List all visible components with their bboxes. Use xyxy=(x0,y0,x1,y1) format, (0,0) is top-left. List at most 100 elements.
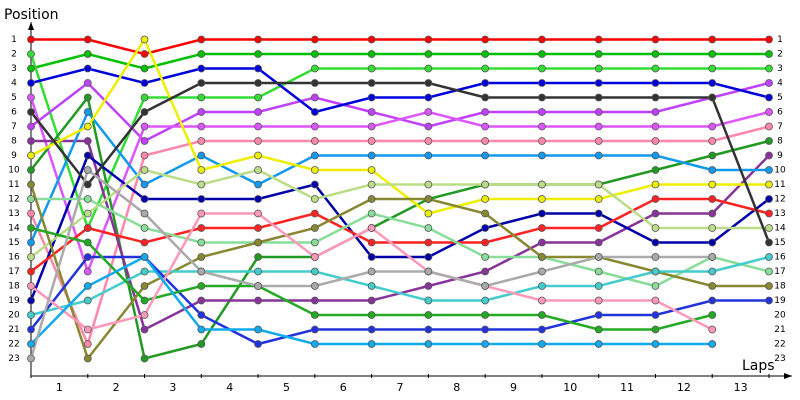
point xyxy=(197,282,206,290)
point xyxy=(27,122,35,131)
point xyxy=(27,79,35,87)
series-line xyxy=(29,53,769,232)
point xyxy=(594,325,603,334)
point xyxy=(708,340,717,348)
point xyxy=(310,180,319,189)
point xyxy=(140,180,149,189)
point xyxy=(708,267,717,276)
series-line xyxy=(30,168,769,258)
y-tick-label: 22 xyxy=(8,340,19,350)
point xyxy=(254,64,262,73)
point xyxy=(367,267,376,276)
y-tick-label-right: 6 xyxy=(777,108,783,118)
point xyxy=(197,151,206,160)
point xyxy=(27,224,35,232)
point xyxy=(708,311,717,319)
point xyxy=(765,93,773,102)
point xyxy=(83,224,92,232)
point xyxy=(197,93,206,102)
point xyxy=(765,253,773,261)
point xyxy=(310,238,319,247)
point xyxy=(27,253,35,261)
point xyxy=(310,64,319,73)
point xyxy=(367,122,376,131)
point xyxy=(765,35,773,44)
y-tick-label: 11 xyxy=(8,180,19,190)
point xyxy=(651,35,660,44)
point xyxy=(140,108,149,116)
point xyxy=(254,93,262,102)
series-line xyxy=(30,36,769,215)
point xyxy=(140,64,149,73)
point xyxy=(140,151,149,160)
point xyxy=(594,108,603,116)
point xyxy=(367,64,376,73)
point xyxy=(310,282,319,290)
point xyxy=(197,296,206,305)
y-tick-label: 16 xyxy=(8,253,20,263)
point xyxy=(254,209,262,218)
series-line xyxy=(29,184,769,362)
point xyxy=(254,224,262,232)
point xyxy=(651,209,660,218)
point xyxy=(367,195,376,203)
point xyxy=(27,166,35,174)
point xyxy=(651,93,660,102)
y-tick-label-right: 16 xyxy=(774,253,786,263)
point xyxy=(140,195,149,203)
point xyxy=(367,93,376,102)
point xyxy=(310,340,319,348)
point xyxy=(424,195,433,203)
y-tick-label: 20 xyxy=(8,311,20,321)
x-tick-label: 11 xyxy=(620,381,634,394)
point xyxy=(254,296,262,305)
point xyxy=(765,224,773,232)
y-tick-label-right: 9 xyxy=(777,151,783,161)
y-tick-label: 13 xyxy=(8,209,19,219)
point xyxy=(651,267,660,276)
point xyxy=(765,108,773,116)
point xyxy=(481,340,490,348)
point xyxy=(197,35,206,44)
point xyxy=(197,50,206,58)
point xyxy=(83,267,92,276)
point xyxy=(27,325,35,334)
point xyxy=(765,180,773,189)
point xyxy=(140,282,149,290)
point xyxy=(538,340,546,348)
x-tick-label: 4 xyxy=(226,381,233,394)
point xyxy=(140,238,149,247)
point xyxy=(765,79,773,87)
point xyxy=(538,209,546,218)
y-tick-label-right: 2 xyxy=(777,50,783,60)
y-tick-label: 9 xyxy=(11,151,17,161)
point xyxy=(538,253,546,261)
point xyxy=(481,238,490,247)
series-line xyxy=(31,197,770,288)
point xyxy=(367,50,376,58)
point xyxy=(197,195,206,203)
point xyxy=(83,50,92,58)
point xyxy=(708,122,717,131)
point xyxy=(140,79,149,87)
point xyxy=(27,267,35,276)
point xyxy=(367,180,376,189)
point xyxy=(254,253,262,261)
point xyxy=(27,296,35,305)
point xyxy=(254,195,262,203)
point xyxy=(538,267,546,276)
point xyxy=(197,238,206,247)
y-tick-label-right: 10 xyxy=(774,166,786,176)
point xyxy=(197,224,206,232)
y-tick-label-right: 12 xyxy=(774,195,785,205)
point xyxy=(197,166,206,174)
y-tick-label-right: 20 xyxy=(774,311,786,321)
x-tick-label: 2 xyxy=(113,381,120,394)
point xyxy=(310,108,319,116)
point xyxy=(367,296,376,305)
point xyxy=(481,209,490,218)
point xyxy=(83,209,92,218)
point xyxy=(708,282,717,290)
y-tick-label: 17 xyxy=(8,267,19,277)
point xyxy=(27,35,35,44)
